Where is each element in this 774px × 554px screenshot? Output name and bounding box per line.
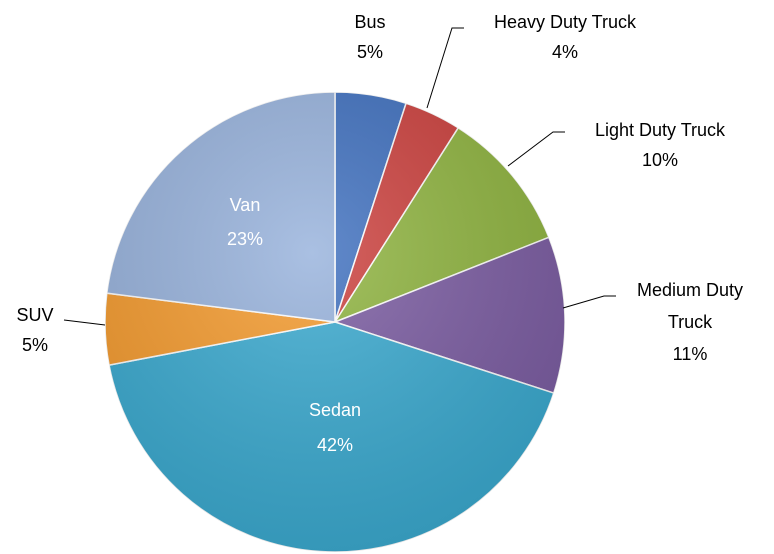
leader-line <box>507 131 565 167</box>
value-label: 42% <box>316 435 354 455</box>
value-label: 5% <box>21 335 48 355</box>
data-label: Bus 5% <box>310 7 430 67</box>
category-label: Bus <box>354 12 386 32</box>
value-label: 10% <box>641 150 679 170</box>
data-label: Medium Duty Truck 11% <box>625 274 755 370</box>
data-label: SUV 5% <box>0 300 70 360</box>
value-label: 4% <box>551 42 578 62</box>
value-label: 23% <box>226 229 264 249</box>
category-label: Medium Duty Truck <box>636 280 744 332</box>
value-label: 11% <box>672 344 708 364</box>
data-label: Sedan 42% <box>275 393 395 463</box>
data-label: Heavy Duty Truck 4% <box>465 7 665 67</box>
leader-line <box>562 295 616 309</box>
category-label: Heavy Duty Truck <box>493 12 637 32</box>
leader-line <box>426 27 464 109</box>
category-label: Van <box>229 195 261 215</box>
category-label: Sedan <box>308 400 362 420</box>
category-label: SUV <box>16 305 54 325</box>
data-label: Van 23% <box>185 188 305 256</box>
value-label: 5% <box>356 42 383 62</box>
leader-line <box>63 319 106 326</box>
category-label: Light Duty Truck <box>594 120 726 140</box>
data-label: Light Duty Truck 10% <box>560 115 760 175</box>
